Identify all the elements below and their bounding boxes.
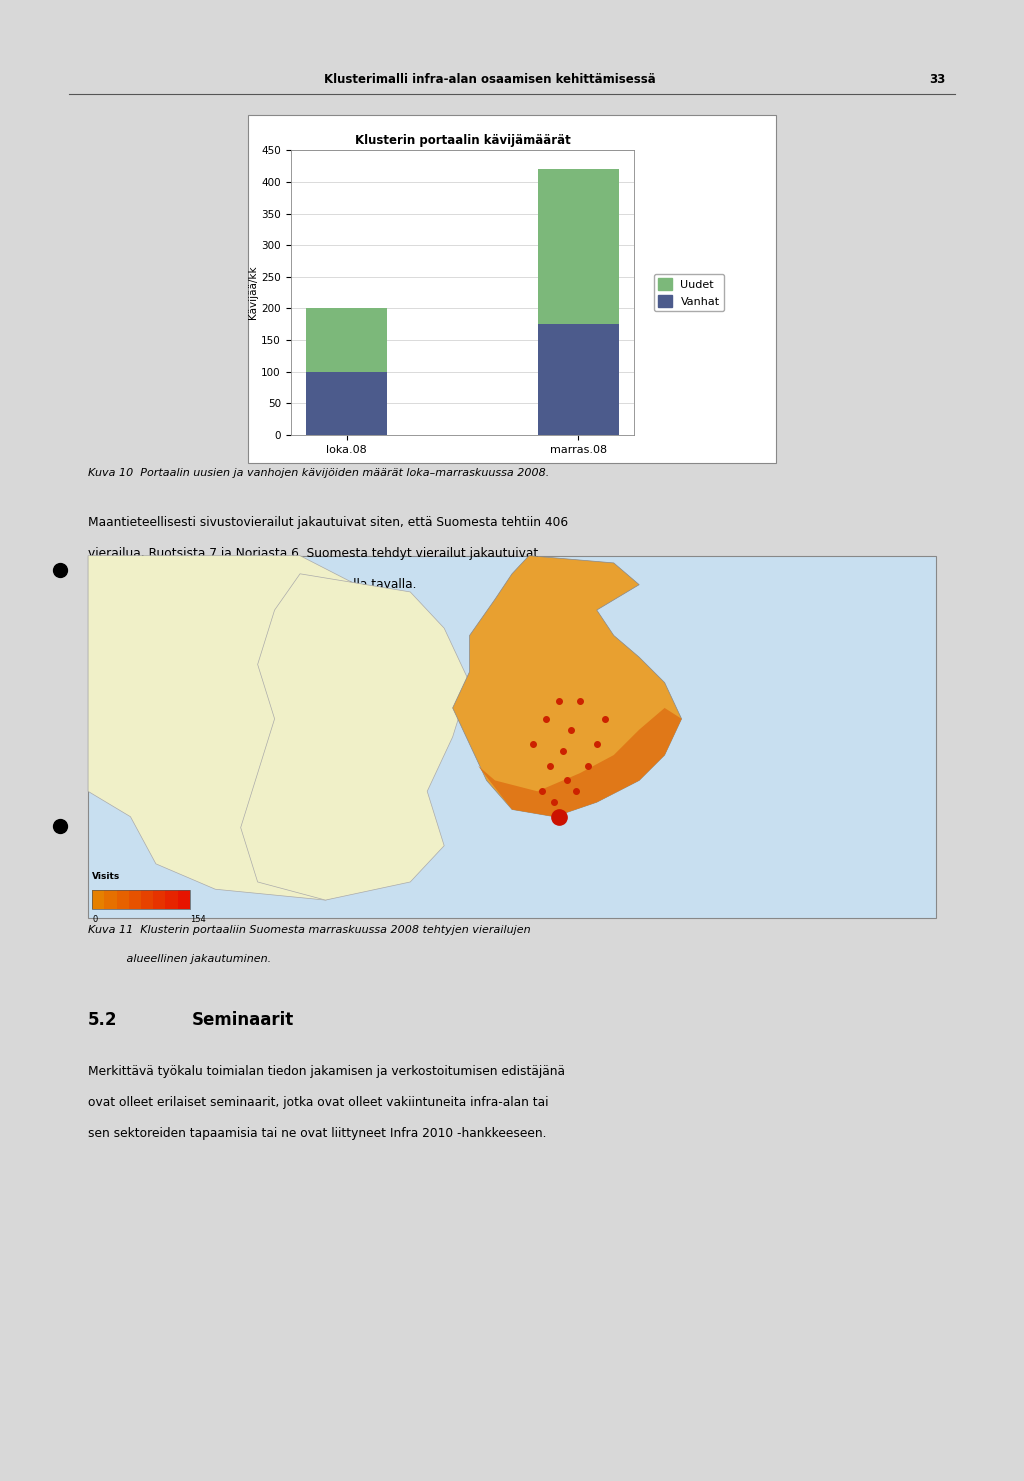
Title: Klusterin portaalin kävijämäärät: Klusterin portaalin kävijämäärät <box>354 133 570 147</box>
Polygon shape <box>478 708 682 816</box>
Bar <box>92 890 189 909</box>
Polygon shape <box>88 555 444 900</box>
Bar <box>141 890 154 909</box>
Bar <box>306 308 387 372</box>
Bar <box>88 555 936 918</box>
Legend: Uudet, Vanhat: Uudet, Vanhat <box>653 274 724 311</box>
Text: Kuva 10  Portaalin uusien ja vanhojen kävijöiden määrät loka–marraskuussa 2008.: Kuva 10 Portaalin uusien ja vanhojen käv… <box>88 468 549 477</box>
Text: Maantieteellisesti sivustovierailut jakautuivat siten, että Suomesta tehtiin 406: Maantieteellisesti sivustovierailut jaka… <box>88 515 568 529</box>
Text: Merkittävä työkalu toimialan tiedon jakamisen ja verkostoitumisen edistäjänä: Merkittävä työkalu toimialan tiedon jaka… <box>88 1065 565 1078</box>
Bar <box>177 890 189 909</box>
Bar <box>166 890 177 909</box>
Polygon shape <box>241 573 470 900</box>
Bar <box>306 372 387 435</box>
Y-axis label: Kävijää/kk: Kävijää/kk <box>249 265 258 320</box>
Bar <box>92 890 104 909</box>
Text: 0: 0 <box>92 915 97 924</box>
FancyBboxPatch shape <box>248 116 776 464</box>
Text: 154: 154 <box>189 915 206 924</box>
Text: Seminaarit: Seminaarit <box>191 1010 294 1029</box>
Text: Visits: Visits <box>92 872 121 881</box>
Text: paikkakuntien suhteen kuvan 14 osoittamalla tavalla.: paikkakuntien suhteen kuvan 14 osoittama… <box>88 579 417 591</box>
Text: vierailua, Ruotsista 7 ja Norjasta 6. Suomesta tehdyt vierailut jakautuivat: vierailua, Ruotsista 7 ja Norjasta 6. Su… <box>88 546 539 560</box>
Text: 33: 33 <box>929 73 945 86</box>
Polygon shape <box>453 555 682 816</box>
Text: alueellinen jakautuminen.: alueellinen jakautuminen. <box>88 954 271 964</box>
Bar <box>129 890 141 909</box>
Bar <box>154 890 166 909</box>
Text: 5.2: 5.2 <box>88 1010 118 1029</box>
Text: ovat olleet erilaiset seminaarit, jotka ovat olleet vakiintuneita infra-alan tai: ovat olleet erilaiset seminaarit, jotka … <box>88 1096 549 1109</box>
Text: sen sektoreiden tapaamisia tai ne ovat liittyneet Infra 2010 -hankkeeseen.: sen sektoreiden tapaamisia tai ne ovat l… <box>88 1127 547 1140</box>
Text: Klusterimalli infra-alan osaamisen kehittämisessä: Klusterimalli infra-alan osaamisen kehit… <box>324 73 655 86</box>
Bar <box>104 890 117 909</box>
Bar <box>538 324 618 435</box>
Bar <box>538 169 618 324</box>
Text: Kuva 11  Klusterin portaaliin Suomesta marraskuussa 2008 tehtyjen vierailujen: Kuva 11 Klusterin portaaliin Suomesta ma… <box>88 926 530 936</box>
Bar <box>117 890 129 909</box>
